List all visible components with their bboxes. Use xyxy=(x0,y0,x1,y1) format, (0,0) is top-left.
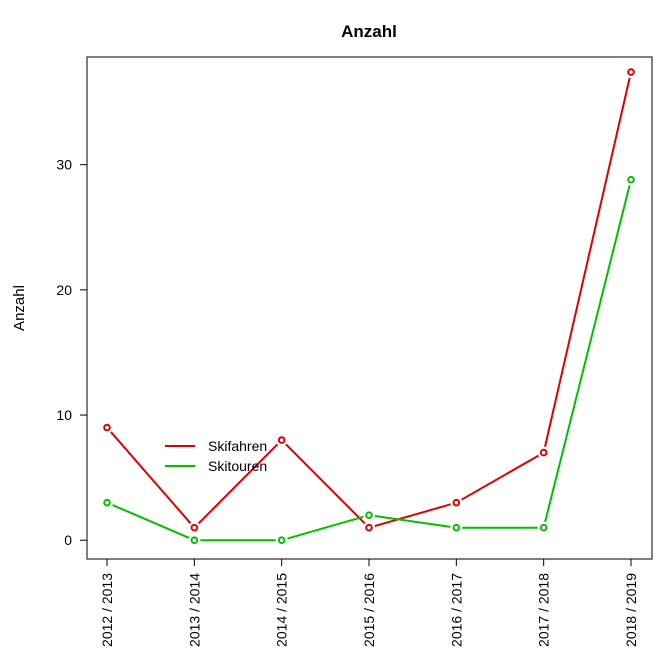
series-line-segment xyxy=(287,515,364,540)
plot-frame xyxy=(86,56,653,560)
x-axis: 2012 / 2013 2013 / 2014 2014 / 2015 2015 / … xyxy=(99,558,639,647)
x-tick-label: 2016 / 2017 xyxy=(448,573,464,647)
data-point xyxy=(103,498,111,507)
series-line-segment xyxy=(544,77,631,447)
x-tick-label: 2014 / 2015 xyxy=(274,573,290,647)
data-point xyxy=(277,436,286,444)
series-line-segment xyxy=(110,431,192,524)
data-point xyxy=(365,511,373,519)
series-line-segment xyxy=(285,443,366,525)
data-point xyxy=(627,175,635,184)
series-line-segment xyxy=(112,504,190,539)
series-line-segment xyxy=(374,515,451,528)
series-line-segment xyxy=(197,443,279,525)
data-point xyxy=(452,523,461,532)
y-tick-label: 0 xyxy=(64,532,72,548)
x-tick-label: 2015 / 2016 xyxy=(361,573,377,647)
y-tick-label: 10 xyxy=(56,407,72,423)
data-point xyxy=(190,523,199,532)
x-tick-label: 2017 / 2018 xyxy=(536,573,552,647)
data-point xyxy=(277,536,286,545)
y-axis-label: Anzahl xyxy=(11,285,28,331)
x-tick-label: 2013 / 2014 xyxy=(186,573,202,647)
data-point xyxy=(190,536,199,545)
series-layer xyxy=(103,68,635,545)
legend-label: Skifahren xyxy=(208,438,267,454)
x-tick-label: 2018 / 2019 xyxy=(623,573,639,647)
y-tick-label: 30 xyxy=(56,157,72,173)
series-line-segment xyxy=(461,454,539,501)
data-point xyxy=(103,423,111,432)
legend: Skifahren Skitouren xyxy=(165,438,267,474)
chart-title: Anzahl xyxy=(341,22,397,41)
data-point xyxy=(539,523,548,532)
y-axis: 0 10 20 30 xyxy=(56,157,88,548)
series-skifahren xyxy=(103,68,635,532)
x-tick-label: 2012 / 2013 xyxy=(99,573,115,647)
series-line-segment xyxy=(374,503,451,528)
data-point xyxy=(365,523,373,532)
series-line-segment xyxy=(544,185,631,523)
series-skitouren xyxy=(103,175,635,545)
legend-label: Skitouren xyxy=(208,458,267,474)
data-point xyxy=(627,68,635,76)
data-point xyxy=(539,448,548,457)
data-point xyxy=(452,498,461,507)
y-tick-label: 20 xyxy=(56,282,72,298)
